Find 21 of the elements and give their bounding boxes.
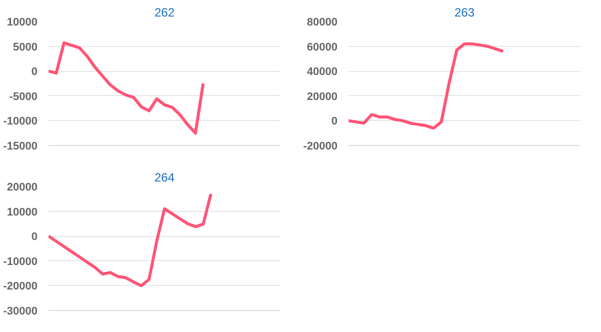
y-tick-label: -5000 [9, 90, 38, 103]
y-tick-label: 0 [31, 66, 38, 78]
y-tick-label: -20000 [3, 280, 38, 293]
y-tick-label: 40000 [306, 66, 338, 78]
y-tick-label: 0 [331, 116, 338, 128]
y-tick-label: 60000 [306, 41, 338, 54]
y-tick-label: -10000 [3, 256, 38, 268]
y-tick-label: -15000 [3, 140, 38, 152]
y-tick-label: 10000 [6, 16, 38, 28]
y-tick-label: 20000 [6, 182, 38, 194]
y-tick-label: 20000 [306, 90, 338, 103]
y-tick-label: 5000 [13, 41, 38, 54]
chart-title: 262 [154, 6, 175, 20]
y-tick-label: -20000 [303, 140, 338, 152]
y-tick-label: 10000 [6, 206, 38, 218]
y-tick-label: -10000 [3, 116, 38, 128]
y-tick-label: 0 [31, 231, 38, 244]
y-tick-label: -30000 [3, 306, 38, 318]
chart-title: 264 [154, 170, 175, 184]
chart-title: 263 [454, 6, 475, 20]
y-tick-label: 80000 [306, 16, 338, 28]
